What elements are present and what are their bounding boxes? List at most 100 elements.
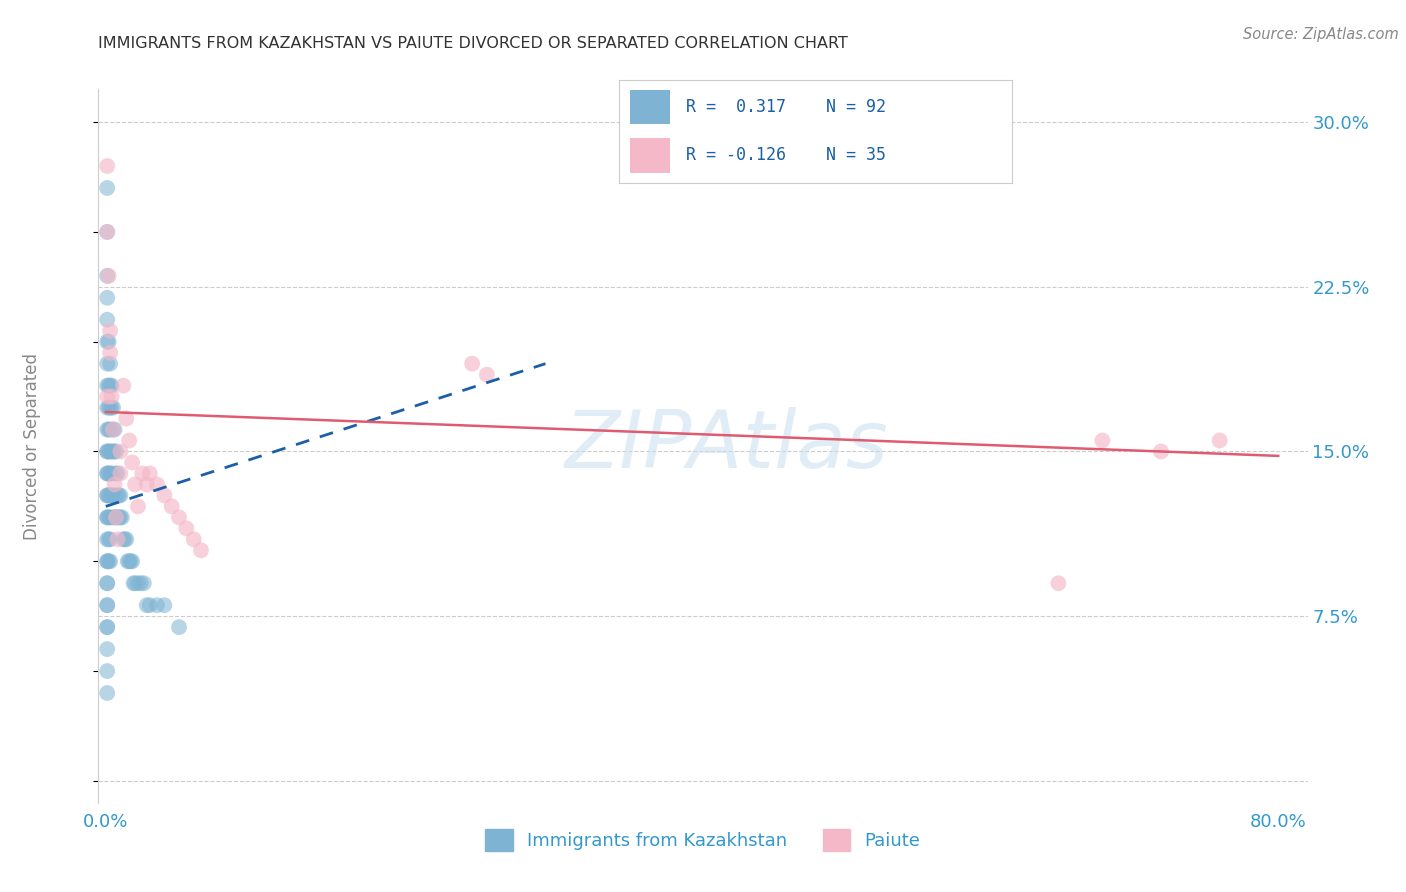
Point — [96, 159, 118, 173]
Point — [117, 554, 139, 568]
Point — [96, 554, 118, 568]
Point — [160, 500, 183, 514]
Point — [96, 401, 118, 415]
Point — [98, 357, 121, 371]
Point — [111, 510, 134, 524]
Point — [97, 488, 120, 502]
Point — [105, 444, 128, 458]
Point — [146, 477, 169, 491]
Point — [100, 444, 122, 458]
Point — [96, 225, 118, 239]
Point — [97, 401, 120, 415]
Text: ZIPAtlas: ZIPAtlas — [565, 407, 889, 485]
Point — [96, 642, 118, 657]
Point — [96, 334, 118, 349]
Text: R = -0.126    N = 35: R = -0.126 N = 35 — [686, 146, 886, 164]
Point — [97, 554, 120, 568]
Point — [118, 554, 141, 568]
Point — [96, 576, 118, 591]
Point — [96, 357, 118, 371]
Point — [112, 378, 135, 392]
Point — [96, 533, 118, 547]
Point — [98, 444, 121, 458]
Point — [110, 510, 132, 524]
Point — [96, 423, 118, 437]
Point — [96, 510, 118, 524]
Legend: Immigrants from Kazakhstan, Paiute: Immigrants from Kazakhstan, Paiute — [478, 822, 928, 858]
Point — [98, 401, 121, 415]
Point — [98, 533, 121, 547]
Text: Divorced or Separated: Divorced or Separated — [22, 352, 41, 540]
Point — [96, 554, 118, 568]
Point — [153, 598, 176, 612]
Point — [96, 378, 118, 392]
Point — [108, 510, 131, 524]
Point — [96, 576, 118, 591]
Point — [146, 598, 169, 612]
Point — [1208, 434, 1230, 448]
Point — [101, 423, 124, 437]
Point — [96, 444, 118, 458]
Point — [135, 598, 157, 612]
Point — [96, 510, 118, 524]
Point — [97, 268, 120, 283]
Point — [98, 510, 121, 524]
Point — [96, 620, 118, 634]
Text: Source: ZipAtlas.com: Source: ZipAtlas.com — [1243, 27, 1399, 42]
Point — [1047, 576, 1070, 591]
Point — [97, 423, 120, 437]
Point — [98, 554, 121, 568]
Point — [96, 467, 118, 481]
Point — [96, 390, 118, 404]
Point — [100, 378, 122, 392]
Text: R =  0.317    N = 92: R = 0.317 N = 92 — [686, 98, 886, 116]
Point — [131, 467, 153, 481]
Point — [103, 477, 125, 491]
Point — [96, 664, 118, 678]
Point — [107, 488, 129, 502]
Point — [98, 467, 121, 481]
Point — [475, 368, 498, 382]
Point — [101, 510, 124, 524]
Point — [105, 467, 128, 481]
Point — [138, 598, 160, 612]
Point — [96, 225, 118, 239]
Point — [118, 434, 141, 448]
Point — [121, 455, 143, 469]
Point — [115, 533, 138, 547]
Point — [101, 488, 124, 502]
Point — [190, 543, 212, 558]
Point — [96, 488, 118, 502]
Point — [96, 444, 118, 458]
Point — [138, 467, 160, 481]
Point — [122, 576, 145, 591]
Point — [108, 488, 131, 502]
Point — [97, 378, 120, 392]
Point — [105, 510, 128, 524]
Point — [103, 488, 125, 502]
Point — [96, 268, 118, 283]
Point — [167, 510, 190, 524]
Point — [97, 467, 120, 481]
Point — [124, 477, 146, 491]
Point — [96, 291, 118, 305]
Point — [96, 686, 118, 700]
Point — [96, 488, 118, 502]
Point — [127, 500, 149, 514]
Point — [97, 444, 120, 458]
Point — [115, 411, 138, 425]
Point — [183, 533, 205, 547]
Point — [96, 181, 118, 195]
Point — [96, 598, 118, 612]
Point — [107, 533, 129, 547]
Bar — [630, 89, 669, 124]
Point — [101, 444, 124, 458]
Bar — [630, 137, 669, 173]
Point — [132, 576, 155, 591]
Point — [96, 620, 118, 634]
Point — [135, 477, 157, 491]
Point — [121, 554, 143, 568]
Point — [114, 533, 136, 547]
Point — [129, 576, 152, 591]
Point — [96, 467, 118, 481]
